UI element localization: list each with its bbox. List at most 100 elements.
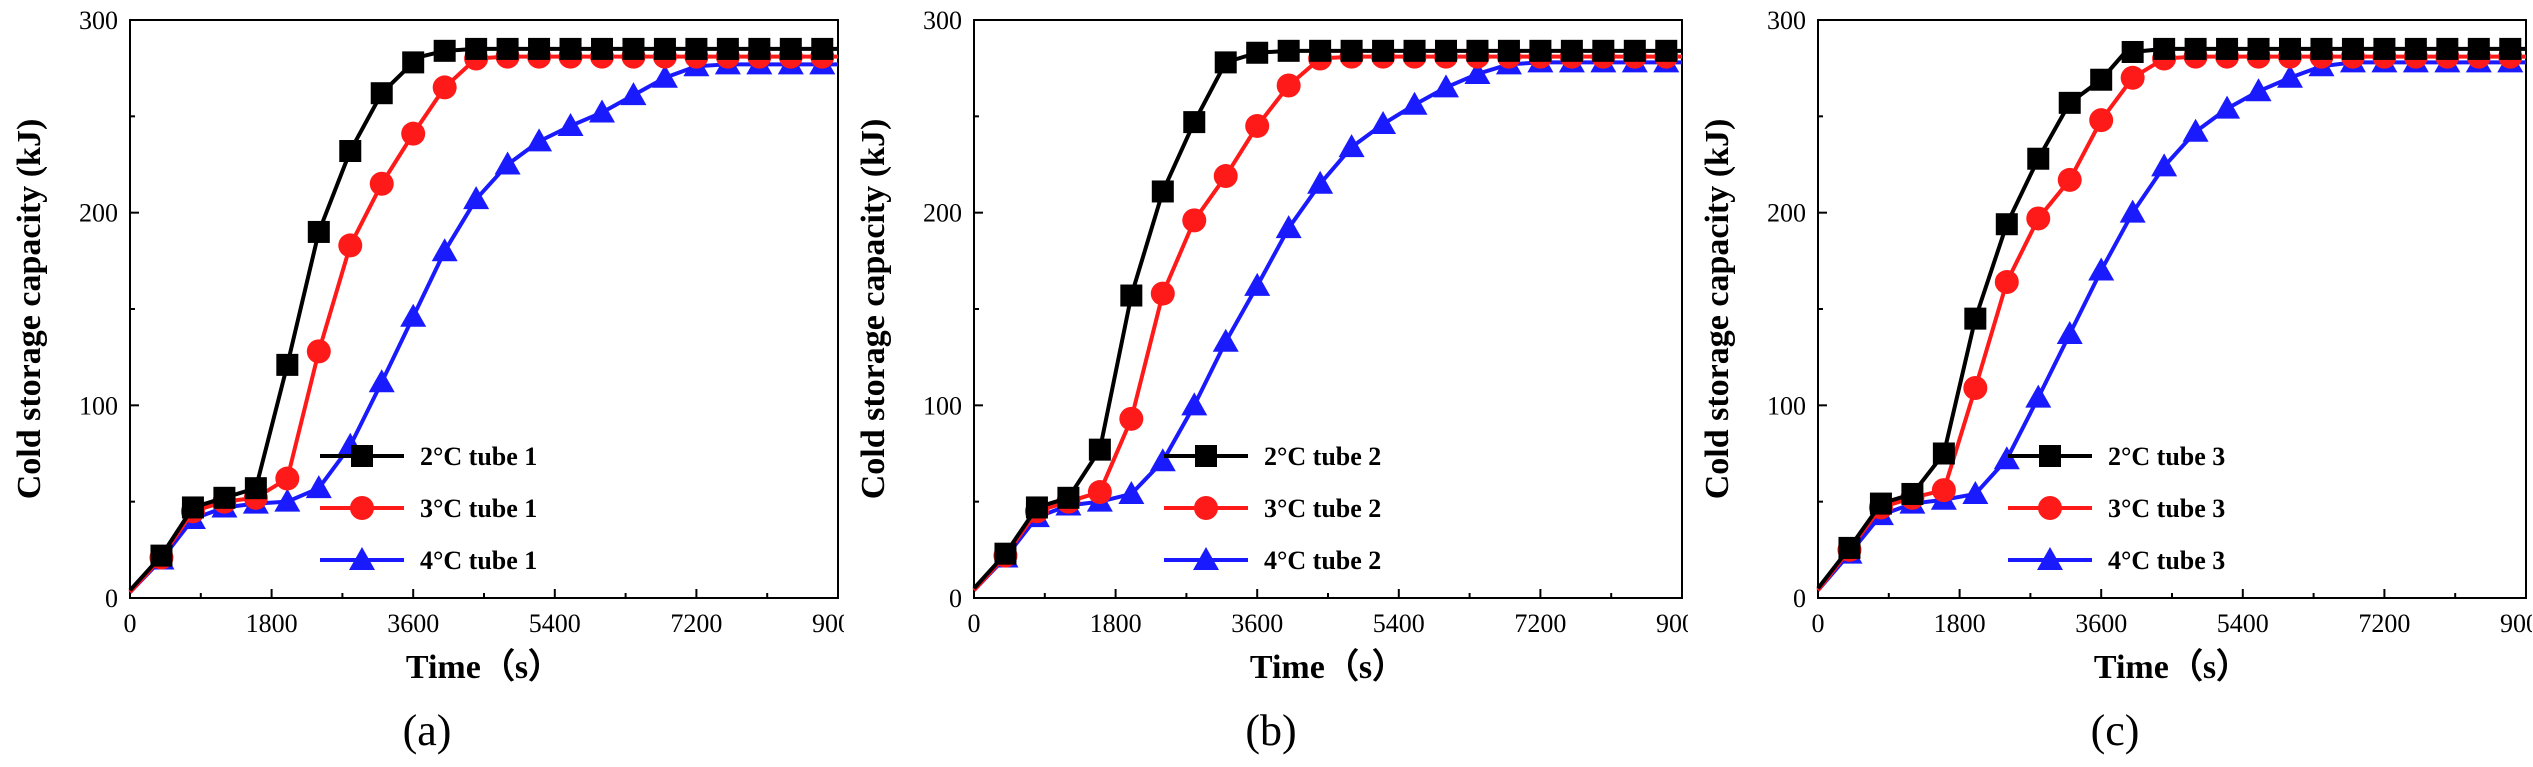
data-point bbox=[2089, 108, 2114, 133]
data-point bbox=[433, 39, 456, 62]
data-point bbox=[591, 37, 613, 60]
data-point bbox=[559, 37, 582, 60]
x-tick-label: 1800 bbox=[246, 609, 298, 638]
data-point bbox=[1623, 39, 1646, 62]
legend-label: 3°C tube 1 bbox=[420, 494, 537, 523]
x-tick-label: 9000 bbox=[1656, 609, 1688, 638]
legend-marker bbox=[1195, 445, 1217, 467]
data-point bbox=[1994, 270, 2019, 295]
x-tick-label: 7200 bbox=[2358, 609, 2410, 638]
data-point bbox=[2373, 37, 2396, 60]
x-tick-label: 7200 bbox=[1514, 609, 1566, 638]
data-point bbox=[2247, 37, 2270, 60]
data-point bbox=[2056, 321, 2083, 345]
x-tick-label: 3600 bbox=[387, 609, 439, 638]
data-point bbox=[2184, 37, 2207, 60]
data-point bbox=[1120, 284, 1143, 307]
data-point bbox=[1340, 39, 1363, 62]
x-tick-label: 3600 bbox=[2075, 609, 2127, 638]
y-tick-label: 0 bbox=[105, 584, 118, 613]
x-tick-label: 1800 bbox=[1934, 609, 1986, 638]
data-point bbox=[1560, 39, 1583, 62]
data-point bbox=[463, 186, 490, 210]
data-point bbox=[2057, 167, 2082, 192]
legend-label: 4°C tube 1 bbox=[420, 546, 537, 575]
y-axis-label: Cold storage capacity (kJ) bbox=[855, 119, 892, 500]
data-point bbox=[496, 37, 519, 60]
legend-label: 4°C tube 2 bbox=[1264, 546, 1381, 575]
data-point bbox=[1088, 438, 1111, 461]
legend-marker bbox=[350, 496, 374, 520]
legend-marker bbox=[1194, 496, 1218, 520]
data-point bbox=[2245, 78, 2272, 102]
data-point bbox=[1244, 272, 1271, 296]
y-tick-label: 0 bbox=[949, 584, 962, 613]
data-point bbox=[2277, 64, 2303, 88]
data-point bbox=[589, 99, 615, 123]
data-point bbox=[685, 37, 708, 60]
chart-c: 0 1800 3600 5400 7200 9000 0 100 200 300 Time（s） Co… bbox=[1699, 6, 2532, 686]
panel-label-c: (c) bbox=[2090, 706, 2140, 755]
data-point bbox=[716, 37, 739, 60]
data-point bbox=[2499, 37, 2522, 60]
data-point bbox=[305, 475, 332, 499]
data-point bbox=[1212, 328, 1239, 352]
data-point bbox=[1529, 39, 1552, 62]
panel-a: 0 1800 3600 5400 7200 9000 0 100 200 300 Time（s） Co… bbox=[0, 0, 844, 767]
data-point bbox=[2119, 199, 2146, 223]
data-point bbox=[1433, 74, 1459, 98]
data-point bbox=[2310, 37, 2333, 60]
data-point bbox=[244, 477, 267, 500]
data-point bbox=[1435, 39, 1457, 62]
data-point bbox=[653, 37, 676, 60]
data-point bbox=[1214, 51, 1237, 74]
data-point bbox=[557, 112, 584, 136]
data-point bbox=[811, 37, 834, 60]
legend-label: 2°C tube 1 bbox=[420, 442, 537, 471]
data-point bbox=[2090, 68, 2113, 91]
data-point bbox=[620, 82, 647, 106]
data-point bbox=[1401, 91, 1428, 115]
data-point bbox=[1995, 213, 2018, 236]
legend-marker bbox=[351, 445, 373, 467]
x-tick-label: 3600 bbox=[1231, 609, 1283, 638]
data-point bbox=[1497, 39, 1520, 62]
data-point bbox=[494, 151, 521, 175]
x-axis-label: Time（s） bbox=[406, 647, 562, 686]
y-tick-label: 100 bbox=[79, 391, 118, 420]
data-point bbox=[2121, 40, 2144, 63]
data-point bbox=[2467, 37, 2490, 60]
data-point bbox=[2120, 65, 2145, 90]
data-point bbox=[465, 37, 488, 60]
data-point bbox=[528, 37, 551, 60]
data-point bbox=[431, 238, 458, 262]
data-point bbox=[2436, 37, 2459, 60]
data-point bbox=[1119, 406, 1144, 431]
legend-entry: 3°C tube 2 bbox=[1164, 494, 1381, 523]
y-tick-label: 300 bbox=[79, 6, 118, 35]
series-square bbox=[128, 37, 838, 592]
x-tick-label: 1800 bbox=[1090, 609, 1142, 638]
data-point bbox=[2088, 257, 2115, 281]
data-point bbox=[1964, 307, 1987, 330]
data-point bbox=[2025, 384, 2052, 408]
legend-entry: 2°C tube 2 bbox=[1164, 442, 1381, 471]
x-tick-label: 5400 bbox=[1373, 609, 1425, 638]
data-point bbox=[401, 121, 426, 146]
data-point bbox=[1025, 496, 1048, 519]
legend-entry: 3°C tube 1 bbox=[320, 494, 537, 523]
legend-label: 3°C tube 3 bbox=[2108, 494, 2225, 523]
data-point bbox=[306, 339, 331, 364]
legend-entry: 4°C tube 1 bbox=[320, 546, 537, 575]
data-point bbox=[1592, 39, 1615, 62]
x-axis-label: Time（s） bbox=[1250, 647, 1406, 686]
legend-entry: 3°C tube 3 bbox=[2008, 494, 2225, 523]
panel-label-a: (a) bbox=[402, 706, 452, 755]
data-point bbox=[651, 64, 678, 88]
x-tick-label: 0 bbox=[124, 609, 137, 638]
legend-marker bbox=[2038, 496, 2062, 520]
legend-entry: 2°C tube 3 bbox=[2008, 442, 2225, 471]
data-point bbox=[779, 37, 802, 60]
data-point bbox=[1182, 208, 1207, 233]
data-point bbox=[2214, 95, 2241, 119]
